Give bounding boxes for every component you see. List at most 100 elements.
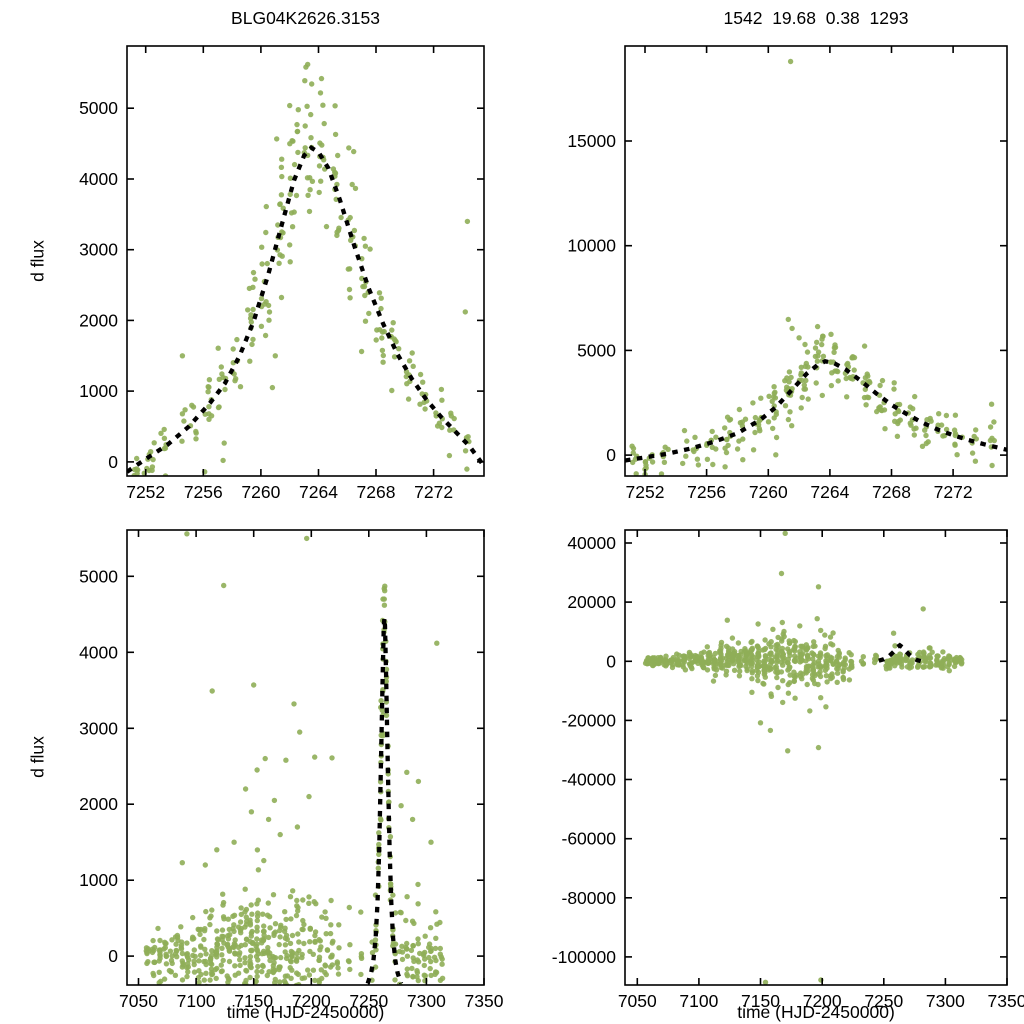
data-point (334, 985, 339, 990)
data-point (184, 952, 190, 958)
data-point (250, 336, 256, 343)
x-tick-label: 7100 (177, 991, 216, 1011)
data-point (242, 960, 248, 966)
data-point (409, 350, 415, 356)
data-point (248, 933, 254, 939)
data-point (415, 881, 421, 888)
data-point (179, 438, 185, 444)
data-point (189, 936, 196, 942)
data-point (316, 957, 322, 963)
data-point (161, 435, 168, 441)
data-point (786, 638, 792, 644)
data-point (832, 342, 838, 348)
data-point (410, 942, 416, 949)
data-point (276, 260, 282, 266)
data-point (887, 665, 893, 671)
y-tick-label: 40000 (567, 533, 616, 553)
data-point (756, 659, 762, 665)
data-point (295, 904, 301, 911)
data-point (332, 103, 338, 109)
data-point (220, 902, 226, 908)
data-point-outlier (815, 744, 822, 751)
data-point (448, 413, 454, 419)
data-point (765, 419, 772, 425)
data-point (323, 223, 330, 230)
data-point (903, 657, 909, 664)
data-point-outlier (231, 839, 237, 845)
data-point (952, 442, 958, 448)
data-point (330, 938, 336, 944)
data-point (432, 945, 439, 952)
data-point (226, 976, 232, 983)
data-point-outlier (815, 584, 822, 590)
y-tick-label: 0 (108, 452, 118, 472)
data-point (278, 922, 284, 928)
data-point (748, 661, 754, 667)
data-point (630, 450, 636, 456)
data-point (797, 623, 803, 629)
data-point (773, 664, 779, 670)
data-point (835, 378, 841, 384)
data-point (278, 192, 285, 198)
data-point (383, 666, 390, 672)
x-tick-label: 7260 (749, 482, 788, 502)
data-point (300, 897, 306, 903)
data-point-outlier (782, 530, 788, 536)
data-point (921, 654, 927, 660)
data-point-outlier (988, 401, 995, 407)
data-point (846, 677, 853, 683)
data-point (437, 945, 443, 952)
data-point-outlier (807, 708, 813, 714)
data-point (336, 922, 342, 928)
data-point (758, 395, 764, 401)
data-point (254, 924, 260, 930)
data-point (683, 453, 689, 459)
data-point (277, 990, 282, 995)
data-point (877, 382, 883, 389)
data-point (218, 962, 224, 968)
data-point (262, 332, 269, 339)
data-point (207, 955, 214, 961)
data-point (335, 971, 342, 977)
data-point (347, 942, 353, 948)
data-point (415, 977, 421, 984)
data-point-outlier (305, 61, 311, 68)
data-point (661, 459, 668, 465)
data-point (335, 227, 342, 234)
data-point (704, 644, 710, 650)
data-point (387, 881, 394, 887)
data-point (263, 299, 269, 305)
data-point (863, 402, 869, 408)
y-tick-label: 0 (108, 946, 118, 966)
data-point (157, 937, 163, 944)
y-tick-label: 20000 (567, 592, 616, 612)
data-point (277, 964, 283, 970)
y-tick-label: 4000 (79, 169, 118, 189)
data-point (220, 457, 226, 464)
data-point (278, 954, 284, 961)
data-point (238, 930, 244, 936)
data-point (398, 986, 403, 991)
data-point-outlier (785, 748, 791, 754)
x-tick-label: 7260 (241, 482, 280, 502)
data-point (294, 121, 300, 128)
data-point (749, 638, 755, 645)
data-point (779, 645, 786, 652)
data-point (787, 409, 793, 415)
y-tick-label: 3000 (79, 240, 118, 260)
data-point (260, 911, 266, 917)
data-point (242, 955, 248, 961)
data-point (275, 222, 281, 228)
data-point (294, 128, 301, 135)
data-point (951, 663, 958, 670)
data-point (263, 229, 269, 236)
data-point (131, 466, 138, 473)
data-point (361, 283, 368, 290)
data-point (316, 937, 322, 943)
data-point (843, 375, 849, 382)
data-point (156, 947, 162, 953)
data-point (327, 964, 334, 970)
data-point (238, 905, 244, 911)
data-point (762, 637, 768, 643)
data-point (290, 888, 296, 894)
